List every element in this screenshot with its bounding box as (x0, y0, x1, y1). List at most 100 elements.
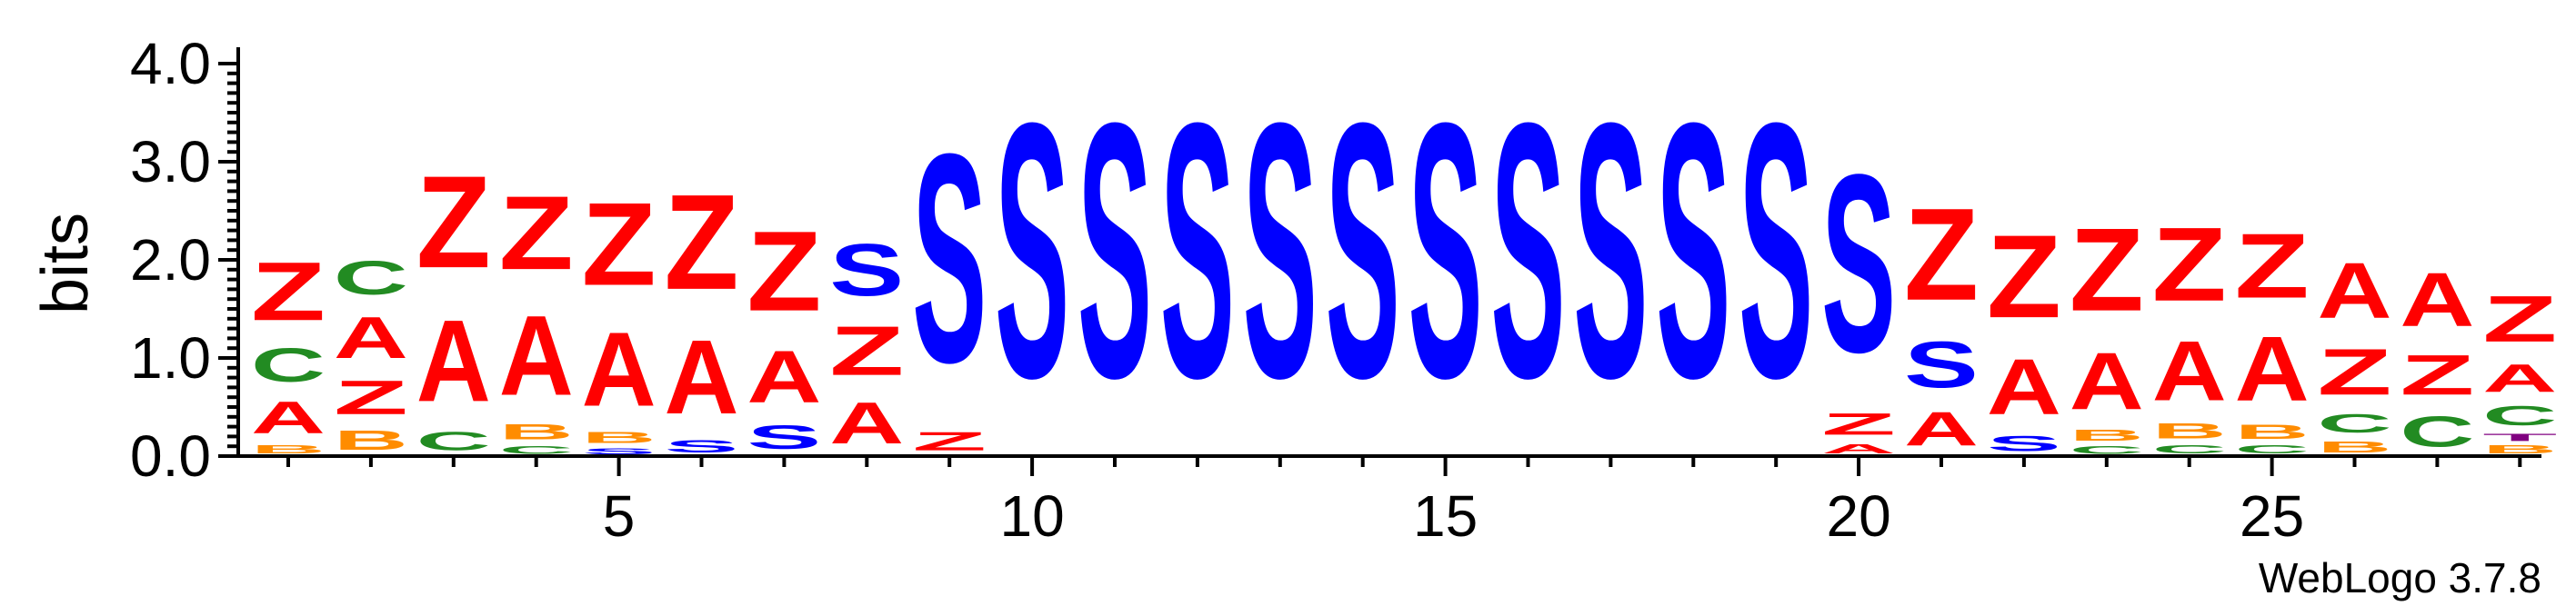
logo-letter-s: S (1573, 47, 1648, 453)
svg-text:C: C (2318, 409, 2392, 438)
axis-layer: 0.0 1.0 2.0 3.0 4.0 5 10 15 20 25 (130, 31, 2541, 549)
svg-text:C: C (2400, 407, 2474, 456)
svg-text:A: A (747, 334, 821, 418)
svg-text:S: S (1326, 47, 1400, 453)
logo-letter-z: Z (2070, 204, 2144, 336)
svg-text:S: S (1739, 47, 1813, 453)
logo-letter-s: S (1326, 47, 1400, 453)
svg-text:Z: Z (665, 166, 739, 318)
svg-text:Z: Z (2482, 282, 2557, 355)
logo-letter-s: S (1739, 47, 1813, 453)
y-tick-label: 0.0 (130, 423, 211, 489)
svg-text:S: S (1078, 47, 1152, 453)
logo-letter-s: S (1491, 47, 1566, 453)
svg-text:S: S (1243, 47, 1318, 453)
svg-text:A: A (1987, 344, 2061, 432)
logo-letter-z: Z (2482, 282, 2557, 355)
logo-letter-s: S (1656, 47, 1730, 453)
logo-letter-z: Z (499, 174, 574, 292)
x-tick-label: 10 (1000, 483, 1065, 549)
logo-letter-c: C (251, 338, 326, 392)
svg-text:Z: Z (912, 426, 987, 455)
svg-text:A: A (582, 311, 657, 428)
logo-letter-a: A (1821, 442, 1896, 456)
svg-text:Z: Z (2318, 335, 2392, 409)
svg-text:B: B (2152, 419, 2227, 443)
logo-letter-a: A (2318, 248, 2392, 335)
logo-letter-a: A (334, 304, 408, 371)
logo-letter-s: S (1987, 432, 2061, 456)
svg-text:C: C (2235, 443, 2310, 456)
logo-letter-a: A (665, 319, 739, 436)
svg-text:Z: Z (1821, 407, 1896, 442)
svg-text:C: C (2070, 444, 2144, 456)
svg-text:T: T (2482, 432, 2557, 443)
svg-text:C: C (334, 251, 408, 304)
svg-text:S: S (1160, 47, 1235, 453)
logo-letter-a: A (251, 392, 326, 443)
svg-text:B: B (334, 424, 408, 455)
logo-letter-b: B (251, 443, 326, 456)
svg-text:A: A (416, 295, 491, 426)
svg-text:S: S (1573, 47, 1648, 453)
svg-text:S: S (1987, 432, 2061, 456)
logo-letter-c: C (2235, 443, 2310, 456)
svg-text:A: A (251, 392, 326, 443)
logo-letter-b: B (499, 420, 574, 444)
logo-letter-a: A (499, 293, 574, 419)
logo-letter-z: Z (1821, 407, 1896, 442)
svg-text:S: S (747, 419, 821, 456)
svg-text:B: B (2235, 421, 2310, 443)
logo-letter-b: B (2482, 443, 2557, 456)
logo-letter-z: Z (2235, 214, 2310, 317)
svg-text:A: A (2482, 356, 2557, 400)
logo-letter-c: C (416, 426, 491, 455)
svg-text:B: B (2482, 443, 2557, 456)
svg-text:C: C (251, 338, 326, 392)
logo-letter-z: Z (747, 207, 821, 335)
logo-letter-z: Z (2318, 335, 2392, 409)
y-tick-label: 3.0 (130, 129, 211, 194)
x-tick-label: 5 (603, 483, 636, 549)
svg-text:S: S (995, 47, 1069, 453)
logo-letter-s: S (1078, 47, 1152, 453)
logo-letter-b: B (2318, 439, 2392, 456)
logo-letter-b: B (582, 429, 657, 446)
svg-text:C: C (2152, 443, 2227, 456)
logo-letter-b: B (2070, 427, 2144, 444)
logo-letter-a: A (1987, 344, 2061, 432)
svg-text:S: S (912, 93, 987, 424)
logo-letter-a: A (2400, 257, 2474, 343)
logo-letter-s: S (1408, 47, 1483, 453)
y-tick-label: 4.0 (130, 31, 211, 96)
svg-text:Z: Z (747, 207, 821, 335)
logo-letter-z: Z (2400, 343, 2474, 407)
svg-text:C: C (416, 426, 491, 455)
logo-letter-s: S (912, 93, 987, 424)
logo-letter-a: A (2235, 318, 2310, 421)
x-tick-label: 25 (2240, 483, 2304, 549)
logo-letter-c: C (2400, 407, 2474, 456)
logo-letter-s: S (665, 436, 739, 456)
logo-letter-c: C (2318, 409, 2392, 438)
svg-text:A: A (334, 304, 408, 371)
svg-text:S: S (1491, 47, 1566, 453)
svg-text:B: B (251, 443, 326, 456)
logo-letter-b: B (334, 424, 408, 455)
logo-letter-a: A (1904, 402, 1979, 455)
svg-text:B: B (2070, 427, 2144, 444)
logo-letter-z: Z (334, 371, 408, 424)
logo-letter-z: Z (1904, 181, 1979, 328)
logo-letter-a: A (747, 334, 821, 418)
logo-letter-s: S (1821, 121, 1896, 405)
logo-letter-c: C (499, 444, 574, 456)
svg-text:A: A (2235, 318, 2310, 421)
svg-text:Z: Z (2400, 343, 2474, 407)
y-tick-label: 2.0 (130, 227, 211, 293)
logo-letter-c: C (334, 251, 408, 304)
logo-letter-a: A (416, 295, 491, 426)
logo-letter-a: A (582, 311, 657, 428)
logo-letter-z: Z (912, 426, 987, 455)
svg-text:A: A (2152, 324, 2227, 419)
